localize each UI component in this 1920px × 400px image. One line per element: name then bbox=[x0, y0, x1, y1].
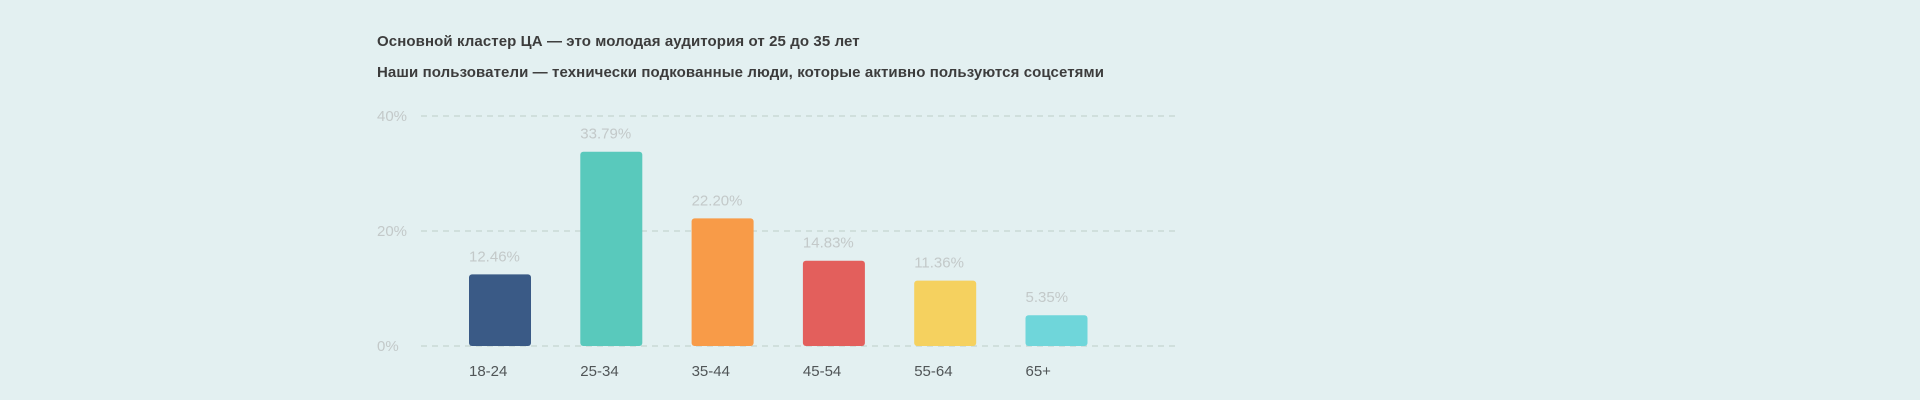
x-category-label: 18-24 bbox=[469, 363, 507, 380]
bar-value-label: 12.46% bbox=[469, 248, 520, 265]
bar-value-label: 5.35% bbox=[1026, 289, 1069, 306]
x-category-label: 35-44 bbox=[692, 363, 730, 380]
bar-value-label: 22.20% bbox=[692, 192, 743, 209]
x-category-label: 65+ bbox=[1026, 363, 1052, 380]
chart-subheadline: Наши пользователи — технически подкованн… bbox=[377, 64, 1105, 81]
x-category-label: 45-54 bbox=[803, 363, 841, 380]
chart-bars bbox=[469, 151, 1088, 346]
chart-headline: Основной кластер ЦА — это молодая аудито… bbox=[377, 33, 860, 50]
bar-65+ bbox=[1025, 315, 1088, 346]
chart-labels: 0% 20% 40% 12.46% 18-24 33.79% 25-34 22.20% 35-4… bbox=[377, 108, 1068, 380]
y-tick-label: 20% bbox=[377, 223, 407, 240]
bar-value-label: 33.79% bbox=[580, 126, 631, 143]
bar-55-64 bbox=[914, 280, 977, 346]
bar-25-34 bbox=[580, 151, 643, 346]
y-tick-label: 0% bbox=[377, 338, 399, 355]
bar-35-44 bbox=[691, 218, 754, 346]
x-category-label: 25-34 bbox=[580, 363, 618, 380]
bar-45-54 bbox=[802, 260, 865, 346]
bar-18-24 bbox=[469, 274, 531, 346]
y-tick-label: 40% bbox=[377, 108, 407, 125]
bar-value-label: 14.83% bbox=[803, 235, 854, 252]
chart-gridlines bbox=[421, 115, 1176, 347]
x-category-label: 55-64 bbox=[914, 363, 952, 380]
bar-value-label: 11.36% bbox=[914, 255, 964, 272]
